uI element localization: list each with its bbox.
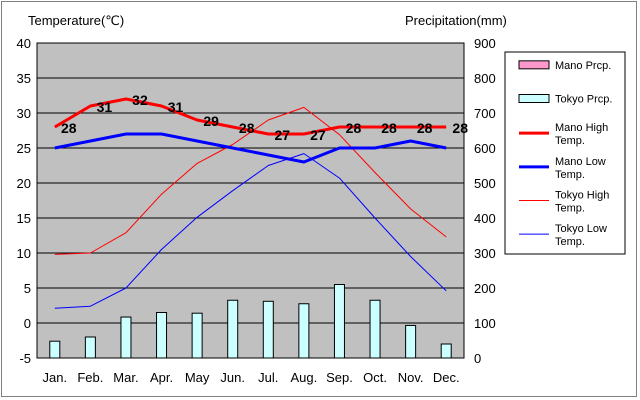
left-tick-label: 10 [17,246,31,261]
data-label: 31 [97,99,113,115]
right-tick-label: 500 [474,176,496,191]
data-label: 28 [61,120,77,136]
legend-label: Tokyo Prcp. [555,94,612,106]
x-tick-label: Sep. [326,370,353,385]
data-label: 27 [275,127,291,143]
series-line [54,132,447,164]
x-tick-label: Jun. [220,370,245,385]
bar [84,336,96,359]
series-line [54,153,447,309]
left-tick-label: -5 [19,351,31,366]
legend-box [504,51,626,255]
x-tick-label: Oct. [363,370,387,385]
left-tick-label: 40 [17,36,31,51]
data-label: 28 [346,120,362,136]
left-axis-ticks: -5 0 5 10 15 20 25 30 35 40 [17,36,31,366]
x-tick-label: Jan. [43,370,68,385]
plot-background [36,42,465,359]
legend-swatch [518,60,550,70]
data-labels: 28 31 32 31 29 28 27 27 28 28 28 28 [61,92,468,143]
x-tick-label: Nov. [398,370,424,385]
plot-area [36,42,465,359]
precipitation-bars [49,284,452,359]
gridlines [37,77,464,324]
legend-swatch [518,94,550,103]
legend-label: Tokyo High Temp. [555,190,609,215]
series-line [54,97,447,136]
x-tick-label: Feb. [77,370,103,385]
bar [120,316,132,359]
left-tick-label: 35 [17,71,31,86]
right-tick-label: 200 [474,281,496,296]
temperature-lines [54,97,447,309]
left-tick-label: 5 [24,281,31,296]
x-axis-ticks: Jan. Feb. Mar. Apr. May Jun. Jul. Aug. Sep. Oct. N… [43,370,460,385]
data-label: 28 [452,120,468,136]
right-tick-label: 0 [474,351,481,366]
left-tick-label: 20 [17,176,31,191]
bar [405,324,417,359]
data-label: 31 [168,99,184,115]
legend-label: Mano High Temp. [555,122,608,147]
right-tick-label: 700 [474,106,496,121]
left-tick-label: 15 [17,211,31,226]
bar [369,299,381,359]
legend-label: Tokyo Low Temp. [555,223,607,248]
x-tick-label: Mar. [113,370,138,385]
legend-label: Mano Prcp. [555,60,611,72]
legend-label: Mano Low Temp. [555,156,606,181]
left-tick-label: 30 [17,106,31,121]
legend: Mano Prcp. Tokyo Prcp. Mano High Temp. Mano … [504,51,626,255]
right-tick-label: 600 [474,141,496,156]
data-label: 27 [310,127,326,143]
data-label: 28 [417,120,433,136]
right-tick-label: 100 [474,316,496,331]
bar [227,299,239,359]
bar [298,303,310,359]
x-tick-label: May [185,370,210,385]
bar [262,300,274,359]
bar [333,284,345,359]
left-tick-label: 25 [17,141,31,156]
data-label: 32 [132,92,148,108]
right-axis-ticks: 0 100 200 300 400 500 600 700 800 900 [474,36,496,366]
right-tick-label: 900 [474,36,496,51]
series-line [54,106,447,255]
right-tick-label: 400 [474,211,496,226]
x-tick-label: Jul. [258,370,278,385]
right-axis-title: Precipitation(mm) [405,13,507,28]
bar [191,312,203,359]
data-label: 28 [381,120,397,136]
right-tick-label: 800 [474,71,496,86]
left-axis-title: Temperature(℃) [28,13,125,28]
data-label: 29 [203,113,219,129]
x-tick-label: Apr. [150,370,173,385]
data-label: 28 [239,120,255,136]
bar [440,343,452,359]
left-tick-label: 0 [24,316,31,331]
right-tick-label: 300 [474,246,496,261]
bar [156,312,168,359]
x-tick-label: Aug. [291,370,318,385]
x-tick-label: Dec. [433,370,460,385]
bar [49,340,61,359]
